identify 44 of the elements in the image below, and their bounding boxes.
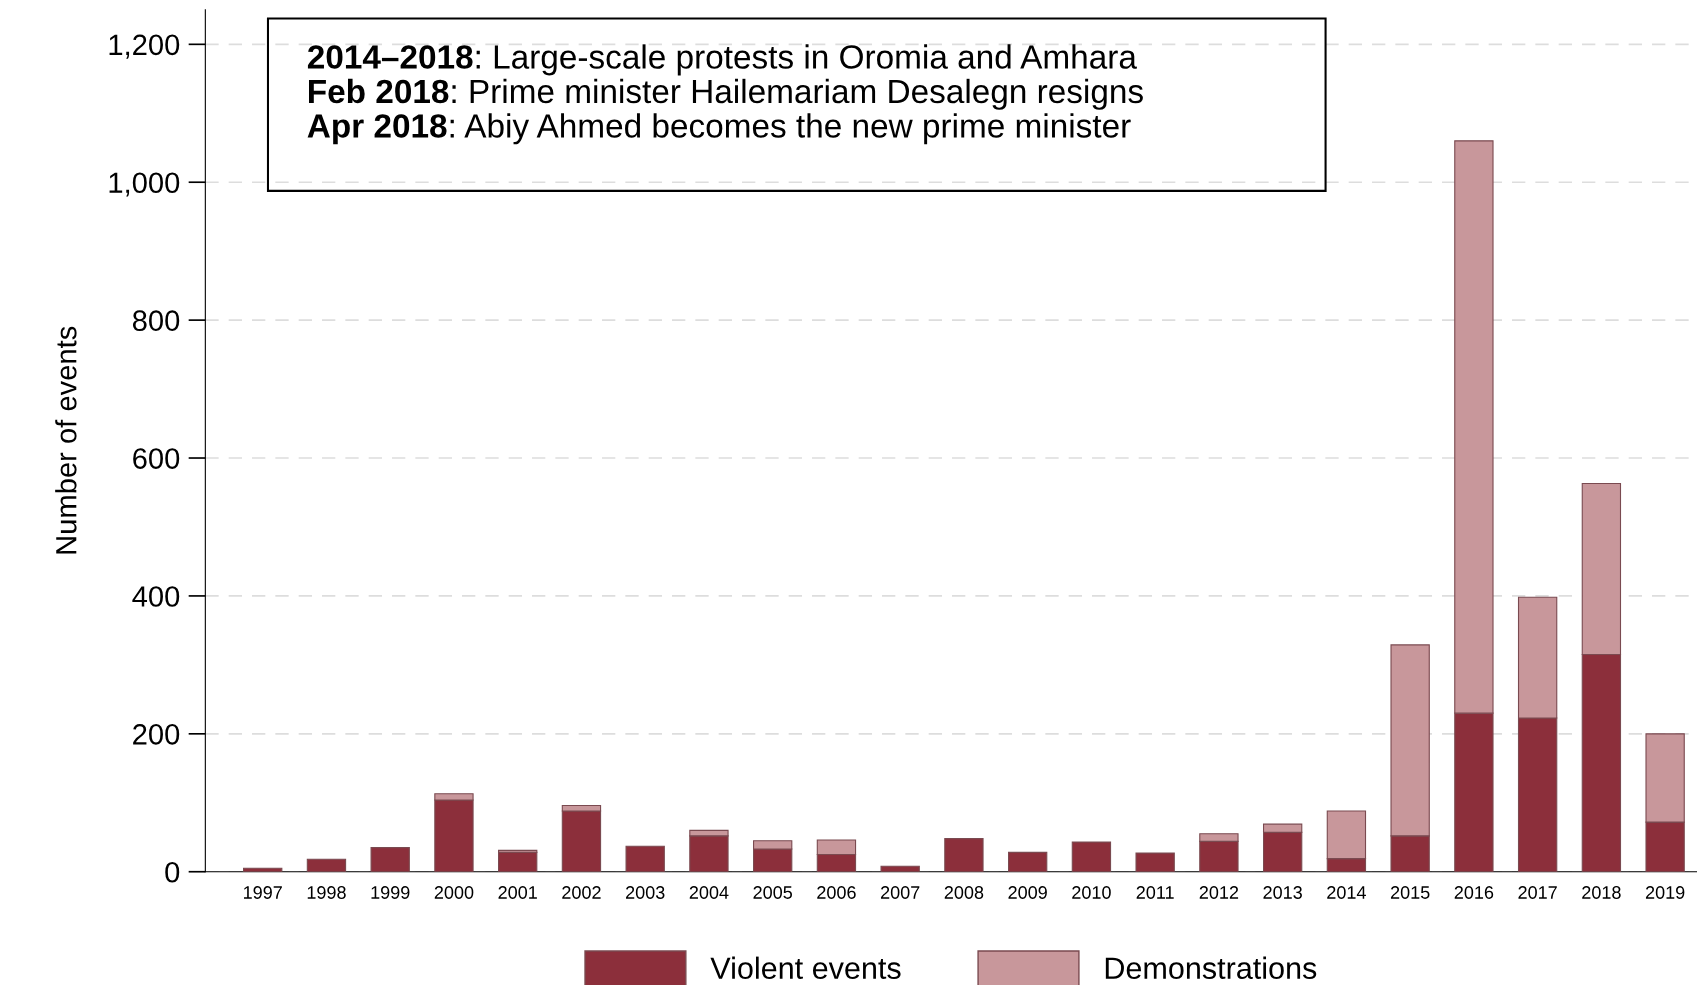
x-tick-label: 2000 [434,886,474,899]
annotation: Feb 2018: Prime minister Hailemariam Desalegn resigns [309,78,1143,110]
legend-label: Demonstrations [1105,956,1317,980]
x-tick-label: 2006 [817,886,856,899]
y-tick-label: 1,000 [109,172,180,197]
y-tick-label: 200 [133,724,180,745]
x-tick-label: 2010 [1072,886,1111,899]
legend-label: Violent events [710,956,901,980]
y-tick-label: 400 [132,586,180,607]
bar [370,847,410,872]
bar [1007,851,1048,872]
x-tick-label: 2019 [1645,886,1685,899]
y-tick-label: 1,200 [109,34,180,59]
x-tick-label: 2001 [498,886,537,899]
x-tick-label: 1997 [244,886,282,899]
x-tick-label: 2018 [1582,886,1621,899]
bar [944,838,984,872]
x-tick-label: 2005 [753,886,793,899]
x-tick-label: 2014 [1327,886,1366,899]
x-tick-label: 2003 [626,886,665,899]
bar [625,845,665,872]
y-tick-label: 0 [165,861,180,883]
x-tick-label: 2002 [562,886,601,899]
bar [498,851,538,872]
x-tick-label: 2012 [1199,886,1239,899]
bar [1071,841,1112,872]
bar [1135,852,1175,872]
bar [306,858,347,872]
x-tick-label: 2004 [689,886,729,899]
x-tick-label: 2013 [1263,886,1302,899]
annotation: 2014–2018: Large-scale protests in Oromia and Amhara [307,44,1137,76]
x-tick-label: 1998 [307,886,346,899]
x-tick-label: 2015 [1390,886,1430,899]
annotation: Apr 2018: Abiy Ahmed becomes the new prime minister [307,113,1131,145]
x-tick-label: 1999 [371,886,410,899]
y-axis-title: Number of events [55,326,77,554]
y-tick-label: 600 [133,448,180,469]
x-tick-label: 2007 [881,886,920,899]
x-tick-label: 2011 [1136,886,1174,899]
x-tick-label: 2016 [1454,886,1494,899]
x-tick-label: 2008 [944,886,984,899]
y-tick-label: 800 [132,310,180,331]
x-tick-label: 2009 [1008,886,1047,899]
x-tick-label: 2017 [1518,886,1557,899]
